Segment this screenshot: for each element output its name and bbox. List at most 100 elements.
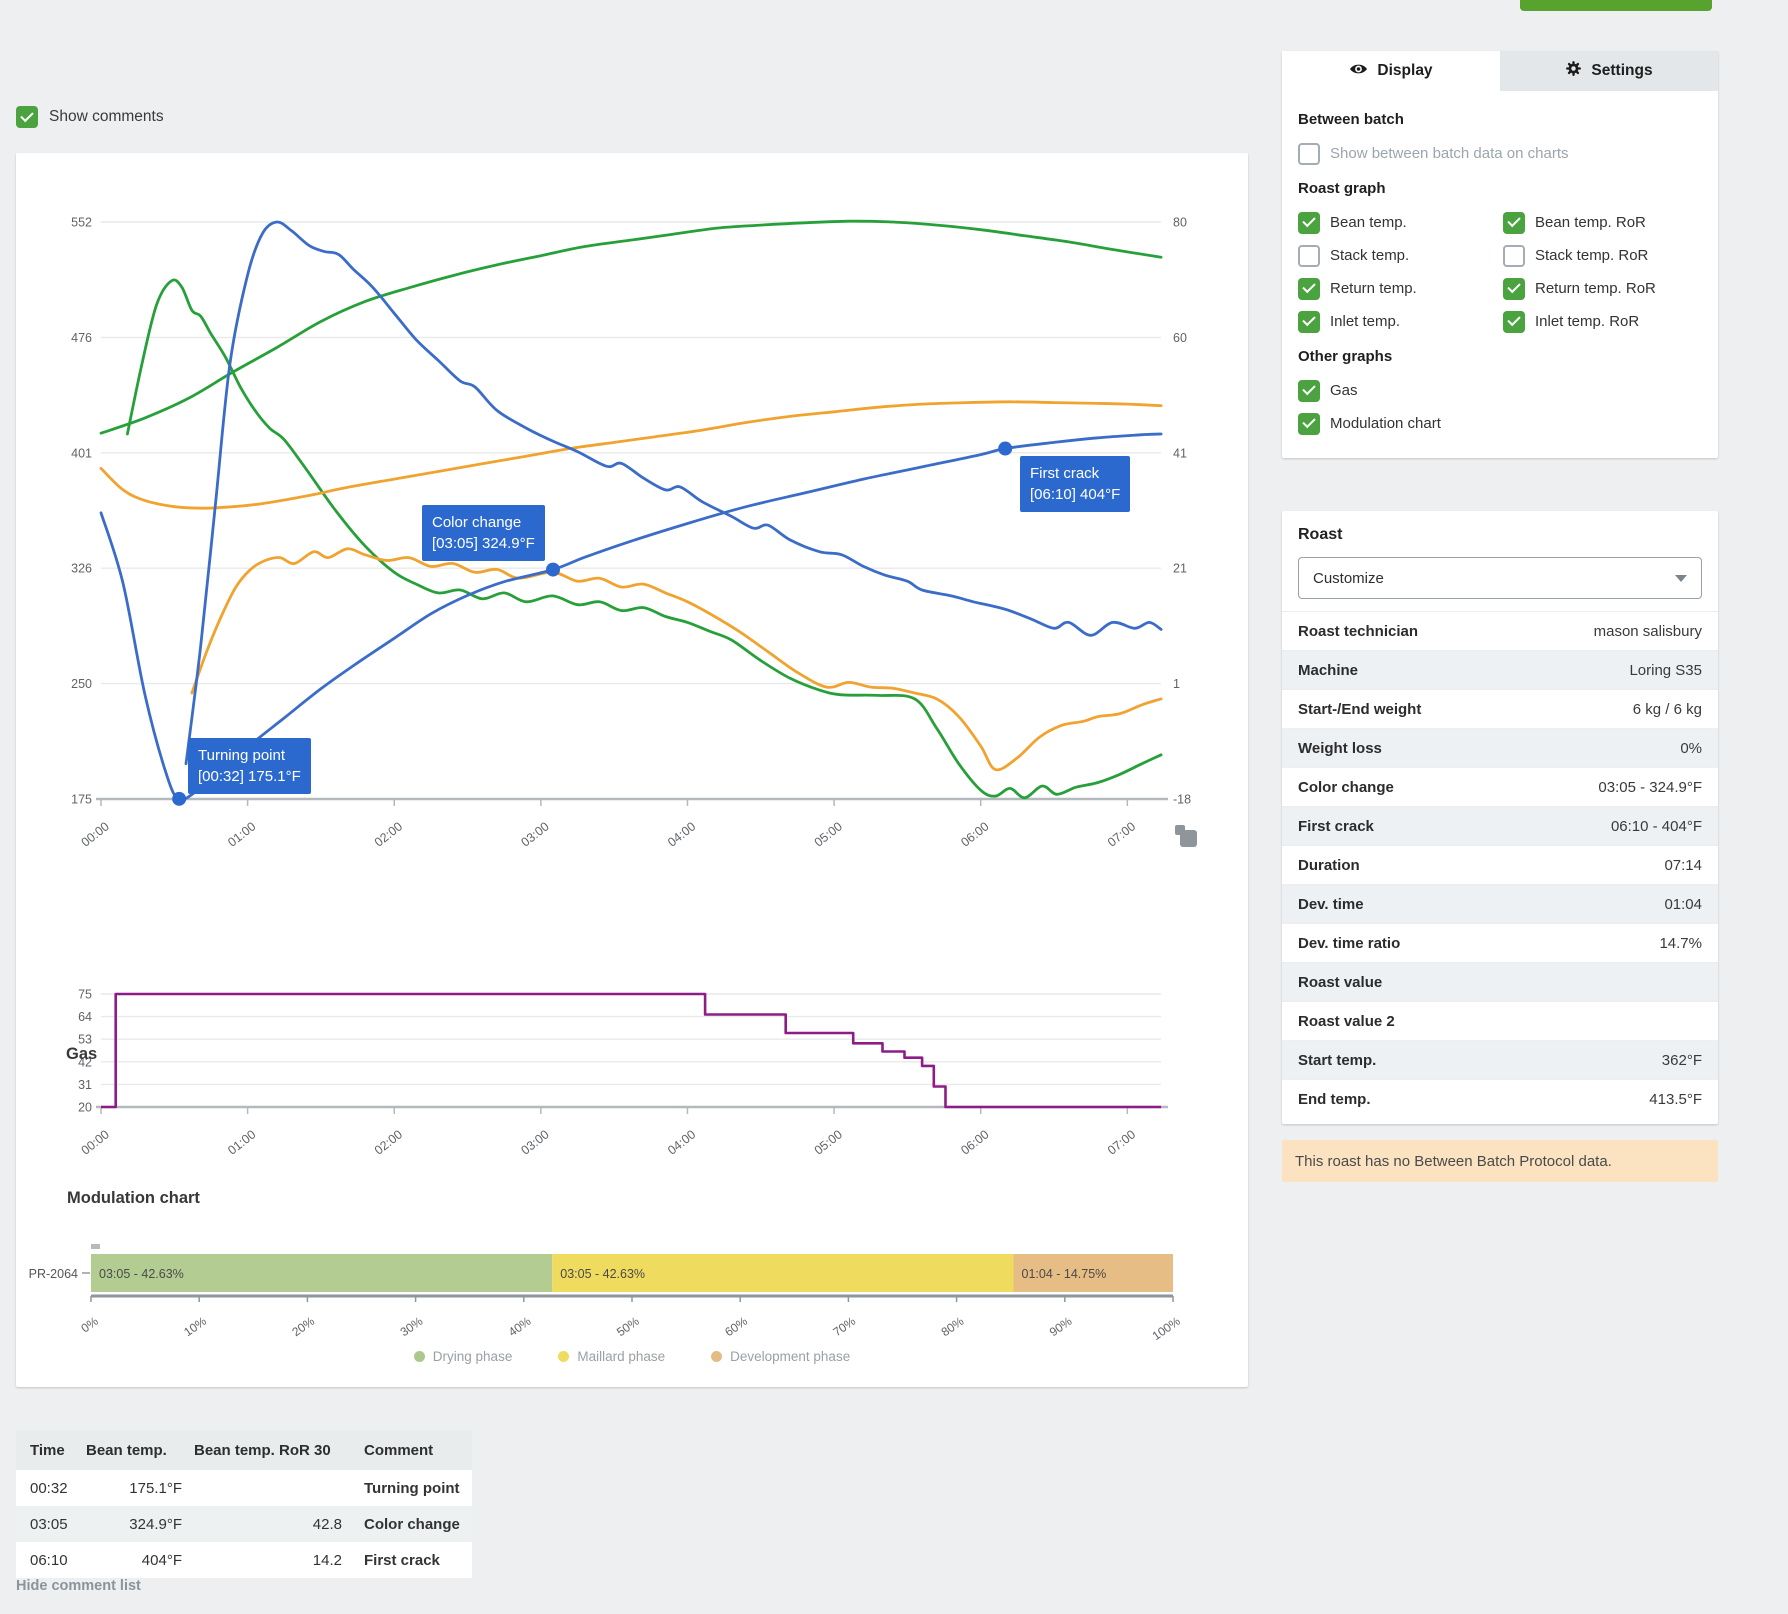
roast-row-roast-technician: Roast technician mason salisbury xyxy=(1282,611,1718,650)
svg-text:06:00: 06:00 xyxy=(958,819,991,849)
svg-text:90%: 90% xyxy=(1047,1314,1075,1339)
svg-text:552: 552 xyxy=(71,216,92,230)
comment-cell: 14.2 xyxy=(312,1551,342,1569)
checkbox-label: Bean temp. xyxy=(1330,214,1407,231)
checkbox-row-inlet-temp-ror[interactable]: Inlet temp. RoR xyxy=(1503,305,1702,338)
svg-text:60%: 60% xyxy=(722,1314,750,1339)
roast-row-start-end-weight: Start-/End weight 6 kg / 6 kg xyxy=(1282,689,1718,728)
roast-graph-header: Roast graph xyxy=(1298,180,1386,197)
svg-text:03:00: 03:00 xyxy=(518,1127,551,1157)
comments-header-time: Time xyxy=(30,1441,65,1459)
roast-panel-title: Roast xyxy=(1298,526,1343,543)
roast-preset-select[interactable]: Customize xyxy=(1298,557,1702,599)
svg-text:60: 60 xyxy=(1173,331,1187,345)
svg-text:02:00: 02:00 xyxy=(372,819,405,849)
roast-row-value: 07:14 xyxy=(1664,856,1702,874)
svg-text:476: 476 xyxy=(71,331,92,345)
svg-text:80: 80 xyxy=(1173,216,1187,230)
svg-text:75: 75 xyxy=(78,988,92,1002)
svg-text:05:00: 05:00 xyxy=(812,1127,845,1157)
top-action-button[interactable] xyxy=(1520,0,1712,11)
checkbox-row-modulation-chart[interactable]: Modulation chart xyxy=(1298,407,1702,440)
tab-settings[interactable]: Settings xyxy=(1500,51,1718,91)
comment-cell: First crack xyxy=(364,1551,440,1569)
checkbox-stack-temp-ror[interactable] xyxy=(1503,244,1525,267)
modulation-chart-title: Modulation chart xyxy=(67,1189,200,1207)
roast-details-list: Roast technician mason salisbury Machine Lo… xyxy=(1282,611,1718,1118)
svg-text:00:00: 00:00 xyxy=(79,1127,112,1157)
legend-label: Development phase xyxy=(730,1349,851,1364)
annotation-detail: [06:10] 404°F xyxy=(1030,486,1121,503)
roast-row-roast-value: Roast value xyxy=(1282,962,1718,1001)
svg-text:20%: 20% xyxy=(289,1314,317,1339)
checkbox-stack-temp[interactable] xyxy=(1298,244,1320,267)
svg-text:03:00: 03:00 xyxy=(518,819,551,849)
svg-text:04:00: 04:00 xyxy=(665,819,698,849)
svg-text:01:04 - 14.75%: 01:04 - 14.75% xyxy=(1022,1267,1107,1281)
checkbox-show-between-batch[interactable]: Show between batch data on charts xyxy=(1298,137,1702,170)
hide-comment-list-link[interactable]: Hide comment list xyxy=(16,1578,141,1594)
checkbox-inlet-temp[interactable] xyxy=(1298,310,1320,333)
svg-text:30%: 30% xyxy=(398,1314,426,1339)
tab-display[interactable]: Display xyxy=(1282,51,1500,91)
roast-row-value: 6 kg / 6 kg xyxy=(1632,700,1702,718)
roast-row-machine: Machine Loring S35 xyxy=(1282,650,1718,689)
checkbox-inlet-temp-ror[interactable] xyxy=(1503,310,1525,333)
show-comments-checkbox[interactable] xyxy=(16,106,38,128)
checkbox-gas[interactable] xyxy=(1298,379,1320,402)
show-between-batch-checkbox[interactable] xyxy=(1298,142,1320,165)
svg-text:53: 53 xyxy=(78,1033,92,1047)
roast-row-label: Dev. time ratio xyxy=(1298,934,1401,952)
comments-table-header: Time Bean temp. Bean temp. RoR 30 Comment xyxy=(16,1430,472,1470)
comment-cell: 175.1°F xyxy=(129,1479,182,1497)
checkbox-row-bean-temp[interactable]: Bean temp. xyxy=(1298,206,1503,239)
svg-text:21: 21 xyxy=(1173,562,1187,576)
comments-header-comment: Comment xyxy=(364,1441,434,1459)
roast-row-value: 06:10 - 404°F xyxy=(1610,817,1702,835)
legend-label: Drying phase xyxy=(432,1349,513,1364)
checkbox-row-return-temp[interactable]: Return temp. xyxy=(1298,272,1503,305)
roast-row-dev-time: Dev. time 01:04 xyxy=(1282,884,1718,923)
checkbox-label: Stack temp. xyxy=(1330,247,1410,264)
legend-label: Maillard phase xyxy=(577,1349,666,1364)
svg-text:00:00: 00:00 xyxy=(79,819,112,849)
comment-cell: 03:05 xyxy=(30,1515,68,1533)
checkbox-modulation-chart[interactable] xyxy=(1298,412,1320,435)
checkbox-return-temp[interactable] xyxy=(1298,277,1320,300)
svg-text:06:00: 06:00 xyxy=(958,1127,991,1157)
roast-row-label: Start temp. xyxy=(1298,1051,1377,1069)
svg-text:-18: -18 xyxy=(1173,793,1191,807)
show-comments-toggle[interactable]: Show comments xyxy=(16,106,164,128)
bbp-warning-banner: This roast has no Between Batch Protocol… xyxy=(1282,1140,1718,1182)
checkbox-row-return-temp-ror[interactable]: Return temp. RoR xyxy=(1503,272,1702,305)
checkbox-row-stack-temp-ror[interactable]: Stack temp. RoR xyxy=(1503,239,1702,272)
comment-cell: 00:32 xyxy=(30,1479,68,1497)
checkbox-bean-temp-ror[interactable] xyxy=(1503,211,1525,234)
svg-text:07:00: 07:00 xyxy=(1105,819,1138,849)
annotation-detail: [03:05] 324.9°F xyxy=(432,535,535,552)
comment-cell: 42.8 xyxy=(312,1515,342,1533)
modulation-legend: Drying phase Maillard phase Development ph… xyxy=(16,1349,1248,1364)
charts-card: 552 80 476 60 401 41 326 21 250 1 175 -18 00:00 01:00… xyxy=(16,153,1248,1387)
comment-cell: 06:10 xyxy=(30,1551,68,1569)
roast-row-value: Loring S35 xyxy=(1629,661,1702,679)
checkbox-row-bean-temp-ror[interactable]: Bean temp. RoR xyxy=(1503,206,1702,239)
checkbox-row-inlet-temp[interactable]: Inlet temp. xyxy=(1298,305,1503,338)
roast-row-dev-time-ratio: Dev. time ratio 14.7% xyxy=(1282,923,1718,962)
svg-text:401: 401 xyxy=(71,446,92,460)
other-graphs-checkbox-list: Gas Modulation chart xyxy=(1298,374,1702,440)
legend-dot xyxy=(711,1351,723,1362)
eye-icon xyxy=(1349,62,1368,81)
gas-chart-title: Gas xyxy=(66,1045,98,1063)
checkbox-label: Modulation chart xyxy=(1330,415,1441,432)
checkbox-bean-temp[interactable] xyxy=(1298,211,1320,234)
checkbox-return-temp-ror[interactable] xyxy=(1503,277,1525,300)
checkbox-row-gas[interactable]: Gas xyxy=(1298,374,1702,407)
svg-text:64: 64 xyxy=(78,1010,92,1024)
roast-row-value: 14.7% xyxy=(1659,934,1702,952)
svg-text:PR-2064: PR-2064 xyxy=(29,1267,78,1281)
annotation-color-change: Color change [03:05] 324.9°F xyxy=(422,505,545,561)
gear-icon xyxy=(1565,60,1582,82)
checkbox-row-stack-temp[interactable]: Stack temp. xyxy=(1298,239,1503,272)
checkbox-label: Gas xyxy=(1330,382,1358,399)
